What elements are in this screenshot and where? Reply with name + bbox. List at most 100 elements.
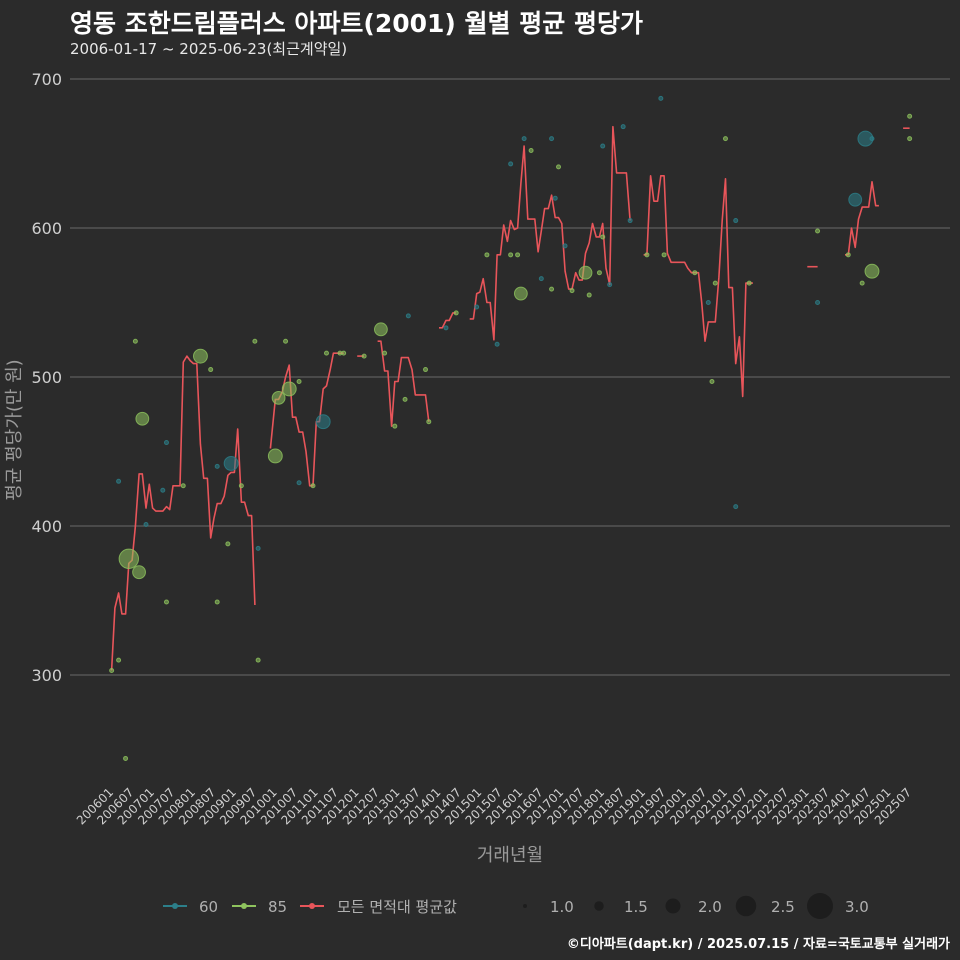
legend-label-avg: 모든 면적대 평균값 xyxy=(337,898,457,916)
legend-size-label: 2.0 xyxy=(698,898,722,916)
legend-size-label: 2.5 xyxy=(771,898,795,916)
point-85 xyxy=(722,136,728,142)
point-85 xyxy=(528,148,534,154)
legend-key-dot-s85 xyxy=(241,903,247,909)
average-line-segment xyxy=(469,125,631,341)
point-85 xyxy=(423,367,429,373)
point-85 xyxy=(214,599,220,605)
point-60 xyxy=(869,136,875,142)
average-line-segment xyxy=(439,312,457,329)
point-60 xyxy=(296,480,302,486)
point-60 xyxy=(600,143,606,149)
point-85 xyxy=(109,668,115,674)
point-60 xyxy=(405,313,411,319)
legend-size-dot xyxy=(523,904,527,908)
legend-label-s85: 85 xyxy=(268,898,287,916)
point-85 xyxy=(267,448,283,464)
average-line-segment xyxy=(845,181,879,256)
point-85 xyxy=(746,280,752,286)
point-85 xyxy=(508,252,514,258)
point-60 xyxy=(562,243,568,249)
chart-title: 영동 조한드림플러스 아파트(2001) 월별 평균 평당가 xyxy=(70,9,643,38)
point-85 xyxy=(596,270,602,276)
point-60 xyxy=(214,463,220,469)
average-line-segment xyxy=(643,175,753,398)
point-60 xyxy=(474,304,480,310)
point-85 xyxy=(135,411,150,426)
point-60 xyxy=(255,545,261,551)
point-85 xyxy=(255,657,261,663)
legend-key-dot-s60 xyxy=(172,903,178,909)
point-85 xyxy=(712,280,718,286)
point-60 xyxy=(223,455,239,471)
point-85 xyxy=(907,136,913,142)
y-tick-label: 600 xyxy=(31,219,62,238)
y-tick-label: 400 xyxy=(31,517,62,536)
point-60 xyxy=(163,440,169,446)
y-tick-label: 500 xyxy=(31,368,62,387)
point-85 xyxy=(296,378,302,384)
legend-size-label: 3.0 xyxy=(845,898,869,916)
point-85 xyxy=(845,252,851,258)
scatter-layer xyxy=(109,95,913,761)
point-85 xyxy=(252,338,258,344)
point-85 xyxy=(644,252,650,258)
point-85 xyxy=(271,390,286,405)
source-caption: ©디아파트(dapt.kr) / 2025.07.15 / 자료=국토교통부 실… xyxy=(566,937,950,952)
point-60 xyxy=(538,276,544,282)
point-85 xyxy=(225,541,231,547)
y-axis-title: 평균 평당가(만 원) xyxy=(4,359,25,500)
point-85 xyxy=(180,483,186,489)
point-85 xyxy=(382,350,388,356)
point-60 xyxy=(705,300,711,305)
legend-size-label: 1.0 xyxy=(550,898,574,916)
point-85 xyxy=(310,483,316,489)
point-85 xyxy=(116,657,122,663)
legend-key-dot-avg xyxy=(309,903,315,909)
point-85 xyxy=(118,548,140,569)
point-60 xyxy=(733,504,739,510)
point-60 xyxy=(549,136,555,142)
point-60 xyxy=(494,341,500,347)
point-85 xyxy=(323,350,329,356)
point-85 xyxy=(556,164,562,170)
x-axis-title: 거래년월 xyxy=(477,845,543,866)
point-85 xyxy=(374,322,388,337)
y-axis-ticks: 300 400 500 600 700 xyxy=(31,70,62,685)
point-85 xyxy=(513,286,528,301)
legend-label-s60: 60 xyxy=(199,898,218,916)
point-85 xyxy=(426,419,432,425)
legend: 60 85 모든 면적대 평균값 1.0 1.5 2.0 2.5 3.0 xyxy=(163,893,869,919)
point-85 xyxy=(907,113,913,119)
legend-size-dot xyxy=(735,895,757,917)
point-85 xyxy=(859,280,865,286)
point-60 xyxy=(620,124,626,130)
grid-layer xyxy=(70,78,950,676)
point-85 xyxy=(361,353,367,359)
point-60 xyxy=(552,195,558,201)
point-85 xyxy=(238,483,244,489)
point-60 xyxy=(508,161,514,167)
point-85 xyxy=(578,265,593,280)
point-85 xyxy=(453,310,459,316)
point-60 xyxy=(315,414,331,430)
point-60 xyxy=(733,218,739,224)
point-60 xyxy=(521,136,527,142)
point-85 xyxy=(692,270,698,276)
point-60 xyxy=(658,95,664,101)
point-85 xyxy=(549,286,555,292)
point-85 xyxy=(661,252,667,258)
average-line-segment xyxy=(110,355,256,671)
point-60 xyxy=(160,487,166,493)
average-line-segment xyxy=(269,352,344,487)
chart-subtitle: 2006-01-17 ~ 2025-06-23(최근계약일) xyxy=(70,40,348,58)
average-line-layer xyxy=(110,125,910,671)
y-tick-label: 700 xyxy=(31,70,62,89)
point-85 xyxy=(586,292,592,298)
point-60 xyxy=(815,300,821,305)
point-60 xyxy=(627,218,633,224)
point-60 xyxy=(443,325,449,331)
average-line-segment xyxy=(377,340,430,427)
point-60 xyxy=(143,522,149,528)
legend-size-dot xyxy=(807,893,833,919)
